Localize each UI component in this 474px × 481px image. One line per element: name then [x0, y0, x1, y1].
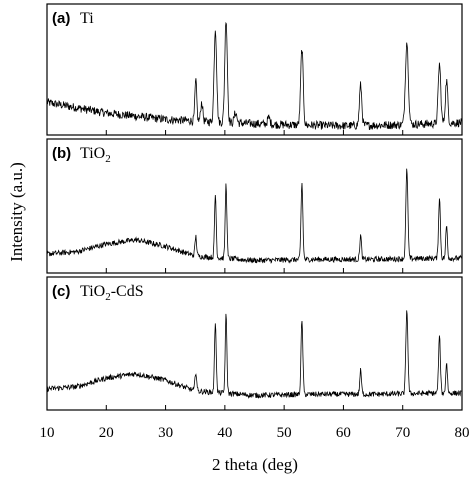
- x-tick-label: 20: [99, 425, 114, 441]
- x-tick-label: 60: [336, 425, 351, 441]
- xrd-series-line: [46, 168, 463, 264]
- panel-frame: [46, 276, 463, 411]
- x-tick-label: 50: [277, 425, 292, 441]
- xrd-series-line: [46, 21, 463, 131]
- panel-sample-name: Ti: [80, 10, 94, 27]
- panel-sample-subscript: 2: [105, 153, 111, 165]
- panel-frame: [46, 3, 463, 136]
- panels: (a) Ti (b) TiO2 (c) TiO2-CdS: [46, 3, 463, 411]
- x-axis-title: 2 theta (deg): [212, 455, 298, 474]
- panel-label: (c): [52, 283, 70, 300]
- x-tick-label: 70: [395, 425, 410, 441]
- panel-3: (c) TiO2-CdS: [46, 276, 463, 411]
- panel-sample-suffix: -CdS: [111, 283, 144, 300]
- x-tick-label: 10: [40, 425, 55, 441]
- x-tick-label: 80: [455, 425, 470, 441]
- panel-sample-subscript: 2: [105, 291, 111, 303]
- x-tick-label: 30: [158, 425, 173, 441]
- panel-2: (b) TiO2: [46, 138, 463, 274]
- y-axis-title: Intensity (a.u.): [7, 162, 26, 262]
- panel-sample-name: TiO2-CdS: [80, 283, 144, 303]
- x-tick-label: 40: [217, 425, 232, 441]
- panel-sample-name: TiO2: [80, 145, 111, 165]
- xrd-series-line: [46, 310, 463, 400]
- panel-frame: [46, 138, 463, 274]
- x-axis: 10 20 30 40 50 60 70 80: [40, 425, 470, 441]
- panel-label: (a): [52, 10, 70, 27]
- panel-1: (a) Ti: [46, 3, 463, 136]
- panel-label: (b): [52, 145, 71, 162]
